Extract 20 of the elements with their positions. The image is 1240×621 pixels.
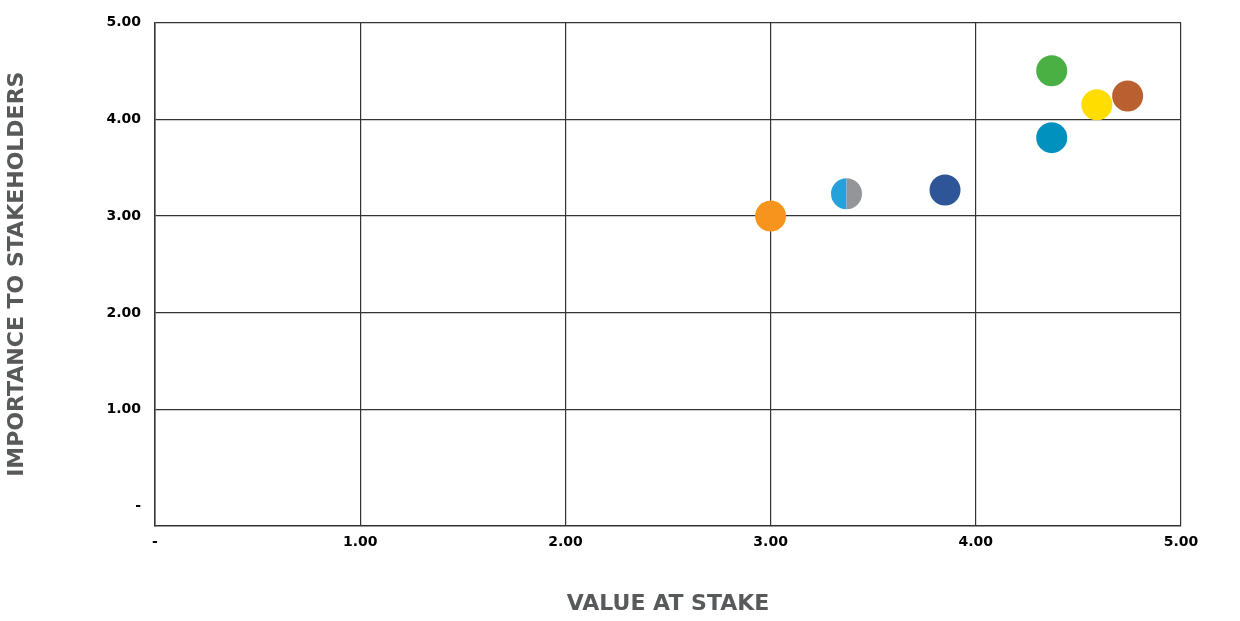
y-tick-label: 1.00 xyxy=(106,400,142,417)
point xyxy=(1036,122,1068,154)
point xyxy=(1036,55,1068,87)
x-axis-title: VALUE AT STAKE xyxy=(566,589,770,615)
y-tick-label: 3.00 xyxy=(106,206,142,223)
y-tick-label: 4.00 xyxy=(106,109,142,126)
x-tick-label: 2.00 xyxy=(548,533,583,550)
x-tick-label: 5.00 xyxy=(1163,533,1199,550)
y-tick-label: 2.00 xyxy=(106,303,142,320)
x-tick-label: - xyxy=(152,533,159,550)
y-tick-label: - xyxy=(135,497,142,514)
point xyxy=(929,174,961,206)
x-tick-label: 3.00 xyxy=(753,533,789,550)
x-tick-label: 4.00 xyxy=(958,533,994,550)
point xyxy=(755,200,787,232)
y-axis-title: IMPORTANCE TO STAKEHOLDERS xyxy=(2,71,28,477)
x-tick-label: 1.00 xyxy=(342,533,378,550)
point xyxy=(1112,80,1144,112)
point xyxy=(1081,89,1113,121)
y-tick-label: 5.00 xyxy=(106,13,142,30)
